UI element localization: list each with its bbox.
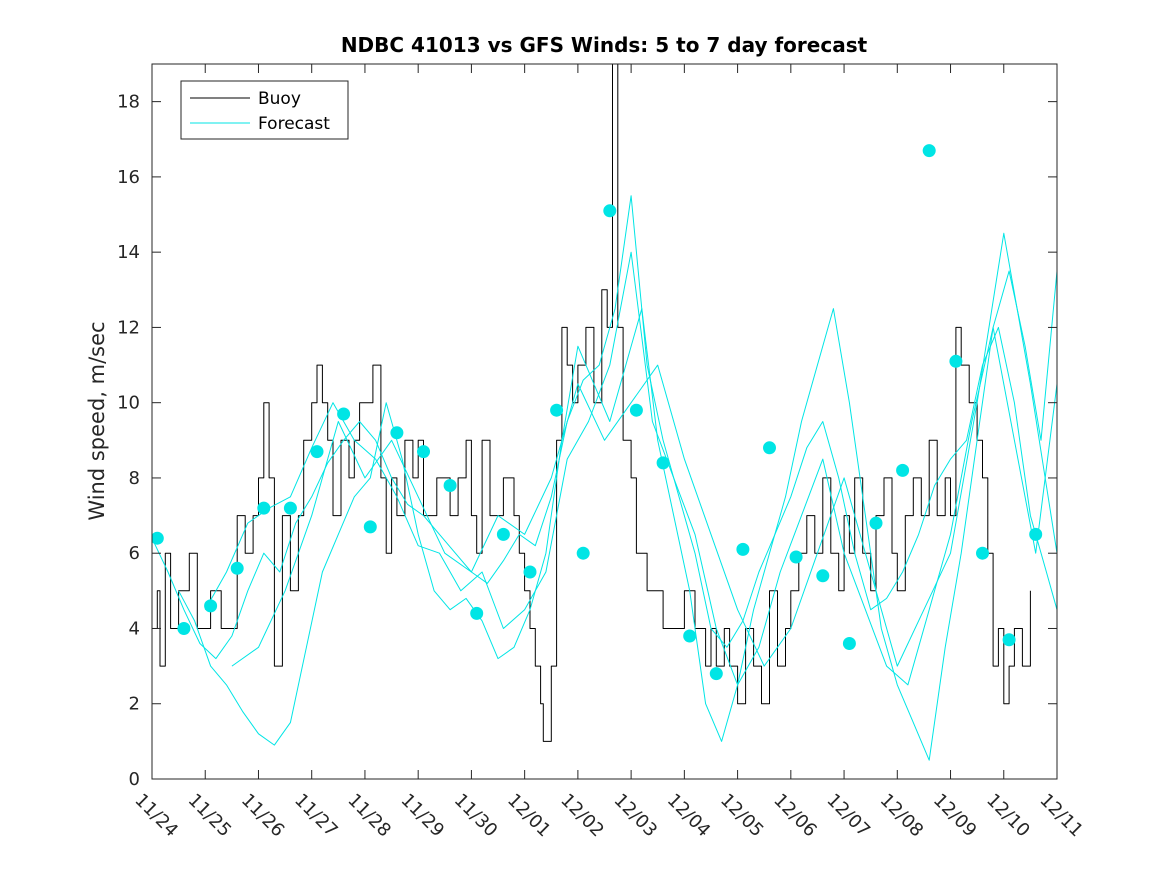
forecast-point	[363, 520, 377, 534]
forecast-point	[656, 456, 670, 470]
forecast-point	[417, 445, 430, 459]
forecast-point	[257, 501, 271, 515]
forecast-point	[709, 667, 723, 681]
forecast-point	[603, 204, 617, 218]
forecast-point	[496, 527, 510, 541]
forecast-point	[896, 463, 910, 477]
forecast-point	[443, 479, 457, 492]
legend-buoy-label: Buoy	[258, 89, 301, 109]
forecast-point	[949, 354, 963, 368]
y-axis-label: Wind speed, m/sec	[85, 321, 109, 520]
forecast-point	[310, 445, 324, 459]
y-tick-label: 18	[117, 92, 140, 113]
forecast-series-line-2	[178, 270, 1057, 761]
forecast-point	[390, 426, 404, 440]
legend: Buoy Forecast	[180, 80, 349, 140]
forecast-point	[869, 516, 883, 530]
forecast-point	[1002, 633, 1016, 647]
forecast-point	[1029, 527, 1043, 541]
forecast-point	[763, 441, 776, 455]
forecast-point	[283, 501, 297, 515]
forecast-point	[337, 407, 351, 421]
y-tick-label: 6	[129, 543, 140, 564]
y-tick-label: 4	[129, 618, 140, 639]
forecast-point	[550, 403, 564, 417]
forecast-point	[204, 599, 218, 613]
y-axis: 0 2 4 6 8 10 12 14 16 18	[117, 92, 1057, 790]
forecast-series-line-4	[231, 232, 1057, 667]
forecast-point	[789, 550, 803, 564]
forecast-series-line-3	[204, 251, 1057, 686]
buoy-series-line	[152, 64, 1031, 742]
forecast-point	[576, 546, 590, 560]
plot-area	[152, 64, 1057, 779]
forecast-point	[922, 144, 936, 158]
y-tick-label: 14	[117, 242, 140, 263]
y-tick-label: 8	[129, 468, 140, 489]
plot-frame	[151, 63, 1058, 780]
y-tick-label: 10	[117, 393, 140, 414]
forecast-point	[736, 542, 750, 556]
forecast-point	[683, 629, 697, 643]
legend-box	[180, 80, 349, 140]
forecast-point	[470, 606, 484, 620]
y-tick-label: 2	[129, 694, 140, 715]
forecast-point	[816, 569, 830, 583]
chart-title: NDBC 41013 vs GFS Winds: 5 to 7 day fore…	[341, 33, 868, 57]
forecast-point	[230, 561, 244, 575]
forecast-point	[842, 637, 856, 650]
forecast-point	[976, 546, 989, 560]
marker-layer	[152, 144, 1043, 681]
forecast-point	[523, 565, 537, 579]
forecast-point	[629, 403, 643, 417]
y-tick-label: 12	[117, 317, 140, 338]
forecast-point	[177, 622, 191, 635]
y-tick-label: 0	[129, 769, 140, 790]
forecast-series-line-1	[152, 195, 1057, 660]
series-layer	[152, 64, 1057, 761]
legend-forecast-label: Forecast	[258, 114, 330, 134]
forecast-point	[152, 531, 164, 545]
y-tick-label: 16	[117, 167, 140, 188]
